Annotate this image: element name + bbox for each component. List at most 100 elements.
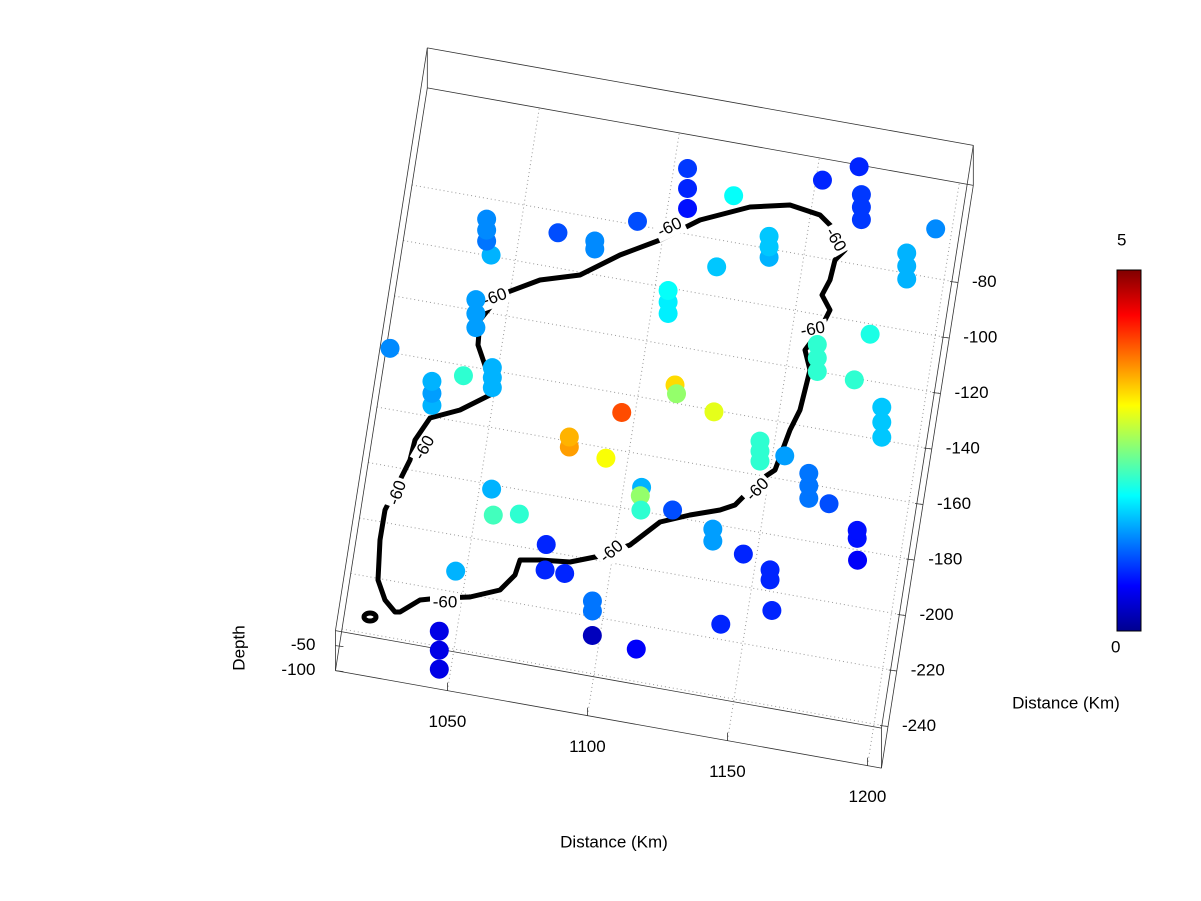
data-point: [422, 371, 442, 391]
data-point: [851, 185, 871, 205]
data-point: [630, 486, 650, 506]
data-point: [812, 170, 832, 190]
grid-line: [359, 517, 906, 616]
data-point: [596, 448, 616, 468]
data-point: [380, 338, 400, 358]
grid-line: [368, 462, 915, 561]
data-point: [807, 335, 827, 354]
colorbar-tick-label: 0: [1111, 637, 1120, 656]
y-tick: [906, 558, 915, 561]
contour-labels: -60-60-60-60-60-60-60-60-60: [384, 213, 851, 612]
data-point: [678, 179, 698, 199]
data-point: [429, 621, 449, 641]
data-point: [762, 601, 782, 621]
x-tick-label: 1050: [429, 712, 467, 731]
y-tick-label: -140: [946, 438, 980, 457]
x-axis-label: Distance (Km): [560, 832, 668, 851]
y-axis-label: Distance (Km): [1012, 693, 1120, 712]
data-point: [704, 402, 724, 422]
contour-label: -60: [742, 474, 773, 505]
data-point: [429, 640, 449, 660]
contour-label-bg: [819, 222, 851, 258]
y-tick: [888, 669, 897, 672]
y-tick-label: -200: [920, 605, 954, 624]
data-point: [760, 560, 780, 580]
data-point: [536, 535, 556, 555]
contour-label: -60: [433, 592, 458, 611]
y-tick: [949, 281, 959, 283]
data-point: [707, 257, 727, 277]
data-point: [872, 427, 892, 447]
data-point: [627, 211, 647, 231]
data-point: [703, 519, 723, 539]
y-tick: [932, 392, 941, 394]
data-point: [612, 403, 632, 423]
data-point: [626, 639, 646, 659]
data-point: [860, 324, 880, 344]
data-point: [466, 304, 486, 324]
data-point: [678, 199, 698, 219]
contour-label-bg: [652, 213, 688, 243]
grid-line: [446, 107, 540, 691]
y-tick-label: -80: [972, 272, 997, 291]
data-point: [483, 505, 503, 525]
data-point: [663, 500, 683, 520]
data-point: [872, 412, 892, 432]
data-point: [477, 209, 497, 229]
data-point: [582, 626, 602, 646]
y-tick-label: -180: [928, 549, 962, 568]
box-edge: [335, 47, 428, 631]
data-point: [466, 318, 486, 338]
contour-label-bg: [384, 475, 412, 511]
data-point: [872, 397, 892, 417]
contour-line: [361, 202, 848, 624]
data-point: [482, 358, 502, 378]
contour-label: -60: [596, 536, 627, 566]
data-point: [897, 256, 917, 276]
x-tick-label: 1150: [709, 762, 746, 781]
z-tick: [335, 670, 344, 673]
data-point: [848, 550, 868, 570]
data-point: [678, 159, 698, 179]
y-tick: [923, 447, 932, 450]
data-point: [926, 219, 946, 239]
contour-label-bg: [796, 318, 830, 342]
data-point: [849, 157, 869, 177]
data-point: [535, 560, 555, 580]
colorbar: [1116, 269, 1142, 632]
y-tick-label: -100: [963, 327, 997, 346]
box-edge: [427, 47, 974, 146]
colorbar-tick-label: 5: [1117, 230, 1126, 249]
y-tick: [941, 336, 950, 339]
data-point: [759, 226, 779, 246]
grid-line: [376, 406, 924, 505]
y-tick: [914, 503, 924, 505]
points: [380, 157, 946, 679]
data-point: [582, 591, 602, 611]
contour-label: -60: [799, 318, 827, 341]
data-point: [819, 494, 839, 514]
data-point: [631, 500, 651, 520]
contour-label-bg: [430, 594, 460, 612]
data-point: [667, 384, 687, 404]
box-edge: [427, 87, 974, 186]
contour-label-bg: [477, 284, 513, 312]
labels: 1050 1100 1150 1200 -80 -100 -120 -140 -160 -180 -…: [281, 272, 997, 806]
axes-box: [335, 47, 974, 769]
box-edge: [335, 87, 428, 671]
data-point: [453, 366, 473, 386]
data-point: [799, 463, 819, 483]
y-tick-label: -120: [955, 383, 989, 402]
data-point: [844, 370, 864, 390]
z-axis-label: Depth: [229, 625, 248, 670]
contour-label-bg: [594, 535, 630, 569]
box-edge: [335, 630, 882, 729]
data-point: [807, 362, 827, 381]
data-point: [482, 479, 502, 499]
grid-line: [350, 573, 897, 672]
y-tick: [879, 725, 889, 727]
data-point: [466, 290, 486, 310]
y-tick-label: -240: [902, 716, 936, 735]
contour-label-bg: [409, 430, 441, 466]
